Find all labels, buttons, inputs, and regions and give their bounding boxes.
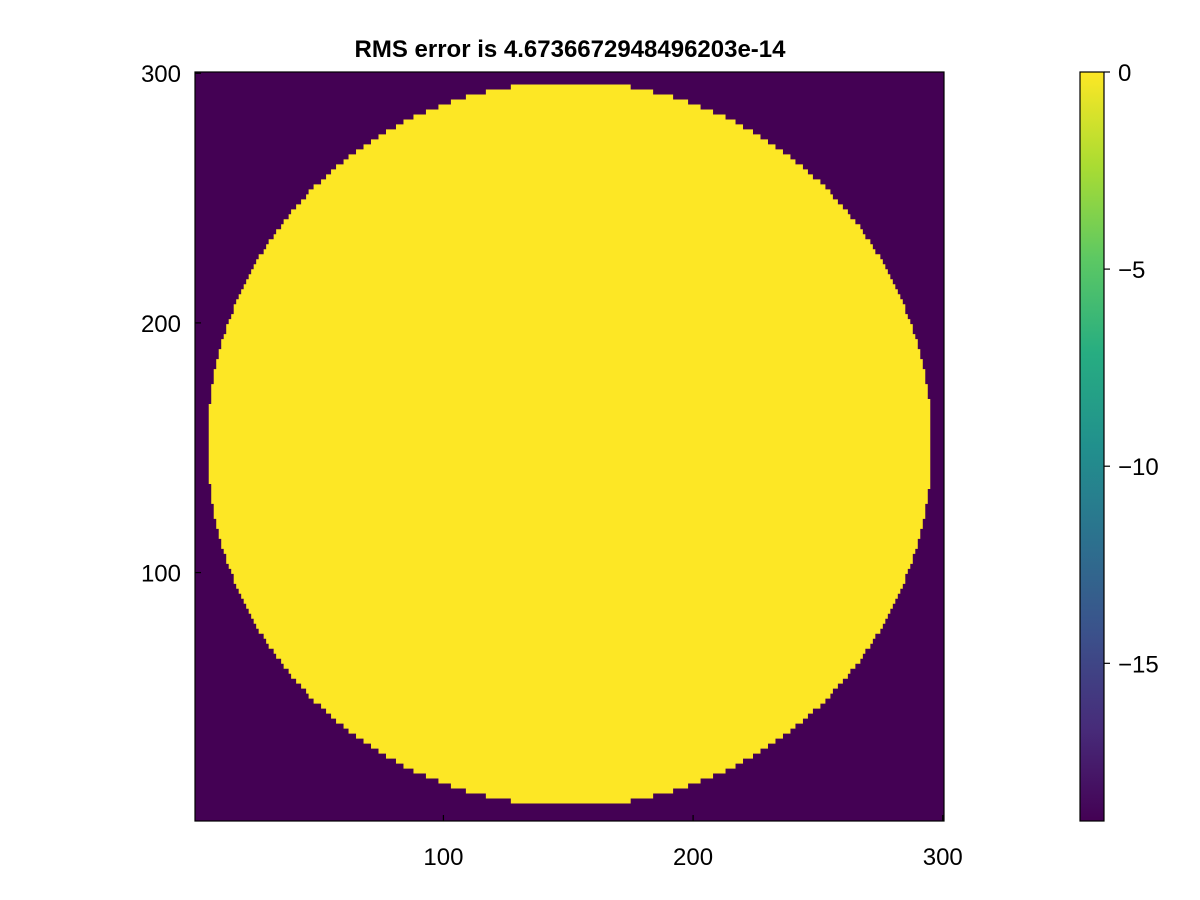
colorbar-frame <box>1079 71 1105 822</box>
chart-title: RMS error is 4.6736672948496203e-14 <box>355 36 787 63</box>
x-tick-label: 300 <box>923 844 963 871</box>
plot-area <box>194 71 945 822</box>
colorbar-tick-label: 0 <box>1118 60 1131 87</box>
plot-frame <box>194 71 945 822</box>
colorbar-tick-label: −15 <box>1118 651 1159 678</box>
y-tick-label: 300 <box>141 61 181 88</box>
colorbar-tick-label: −5 <box>1118 257 1145 284</box>
heatmap-disk <box>208 84 931 809</box>
y-axis: 100 200 300 <box>141 61 201 588</box>
y-tick-label: 200 <box>141 311 181 338</box>
y-tick-label: 100 <box>141 561 181 588</box>
colorbar-tick-label: −10 <box>1118 454 1159 481</box>
colorbar: 0 −5 −10 −15 <box>1079 60 1159 822</box>
colorbar-ticks: 0 −5 −10 −15 <box>1104 60 1159 678</box>
x-tick-label: 100 <box>423 844 463 871</box>
colorbar-bar <box>1080 72 1104 821</box>
x-tick-label: 200 <box>673 844 713 871</box>
x-axis: 100 200 300 <box>423 815 963 871</box>
